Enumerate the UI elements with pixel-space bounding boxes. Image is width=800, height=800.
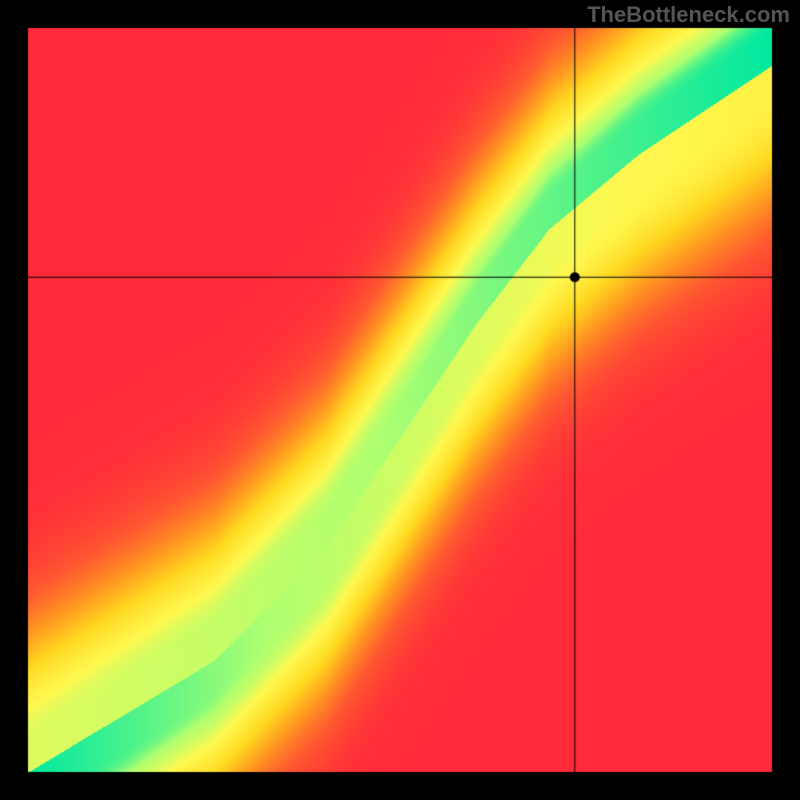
bottleneck-heatmap (0, 0, 800, 800)
chart-container: TheBottleneck.com (0, 0, 800, 800)
watermark-text: TheBottleneck.com (587, 2, 790, 28)
